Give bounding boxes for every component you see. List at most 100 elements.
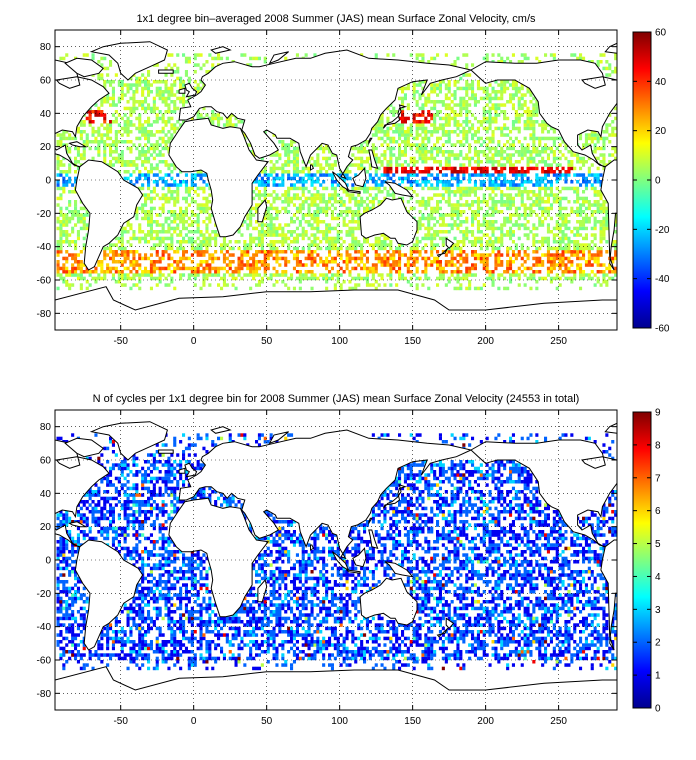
bin-cell [532,190,536,194]
bin-cell [593,150,597,154]
bin-cell [552,196,556,201]
bin-cell [144,203,148,207]
bin-cell [173,213,177,217]
bin-cell [430,196,434,201]
bin-cell [114,150,118,154]
bin-cell [65,230,69,234]
bin-cell [149,223,153,227]
bin-cell [430,260,434,264]
bin-cell [576,226,580,231]
bin-cell [471,253,475,257]
bin-cell [74,180,78,184]
bin-cell [328,223,332,227]
bin-cell [164,86,168,91]
bin-cell [532,183,536,187]
bin-cell [517,190,521,194]
bin-cell [409,206,413,211]
bin-cell [255,270,259,274]
bin-cell [295,270,299,274]
bin-cell [406,176,410,181]
bin-cell [436,276,440,281]
bin-cell [488,116,492,121]
bin-cell [415,250,419,254]
bin-cell [441,186,445,191]
bin-cell [59,143,63,147]
bin-cell [450,223,454,227]
bin-cell [190,200,194,204]
bin-cell [456,203,460,207]
bin-cell [538,176,542,181]
bin-cell [614,273,617,277]
bin-cell [68,220,72,224]
bin-cell [365,206,369,211]
bin-cell [409,270,413,274]
bin-cell [488,236,492,241]
bin-cell [292,213,296,217]
bin-cell [456,246,460,251]
bin-cell [596,190,600,194]
bin-cell [129,146,133,151]
bin-cell [287,146,291,151]
bin-cell [249,216,253,221]
bin-cell [287,223,291,227]
bin-cell [561,196,565,201]
bin-cell [71,183,75,187]
bin-cell [485,116,489,121]
bin-cell [514,210,518,214]
bin-cell [85,223,89,227]
bin-cell [602,210,606,214]
bin-cell [424,96,428,101]
bin-cell [149,83,153,87]
bin-cell [468,86,472,91]
bin-cell [433,100,437,104]
bin-cell [459,283,463,287]
bin-cell [401,113,405,117]
bin-cell [605,66,609,71]
bin-cell [179,100,183,104]
bin-cell [479,243,483,247]
bin-cell [582,216,586,221]
bin-cell [173,103,177,107]
bin-cell [503,173,507,177]
bin-cell [158,153,162,157]
bin-cell [184,213,188,217]
bin-cell [398,276,402,281]
bin-cell [249,286,253,291]
bin-cell [503,126,507,131]
bin-cell [345,173,349,177]
bin-cell [135,76,139,81]
bin-cell [59,210,63,214]
bin-cell [365,160,369,164]
bin-cell [94,276,98,281]
bin-cell [351,243,355,247]
bin-cell [149,146,153,151]
bin-cell [506,133,510,137]
bin-cell [190,246,194,251]
bin-cell [441,153,445,157]
bin-cell [398,130,402,134]
bin-cell [509,83,513,87]
bin-cell [365,283,369,287]
bin-cell [614,133,617,137]
bin-cell [511,83,515,87]
bin-cell [573,210,577,214]
bin-cell [138,176,142,181]
bin-cell [304,200,308,204]
bin-cell [65,233,69,237]
bin-cell [187,223,191,227]
bin-cell [438,236,442,241]
bin-cell [584,143,588,147]
x-axis: -50 0 50 100 150 200 250 [113,30,567,347]
bin-cell [155,153,159,157]
bin-cell [287,186,291,191]
bin-cell [430,166,434,171]
bin-cell [123,230,127,234]
bin-cell [193,283,197,287]
bin-cell [167,146,171,151]
bin-cell [532,203,536,207]
bin-cell [65,280,69,284]
bin-cell [132,100,136,104]
bin-cell [56,166,60,171]
bin-cell [371,143,375,147]
bin-cell [292,186,296,191]
